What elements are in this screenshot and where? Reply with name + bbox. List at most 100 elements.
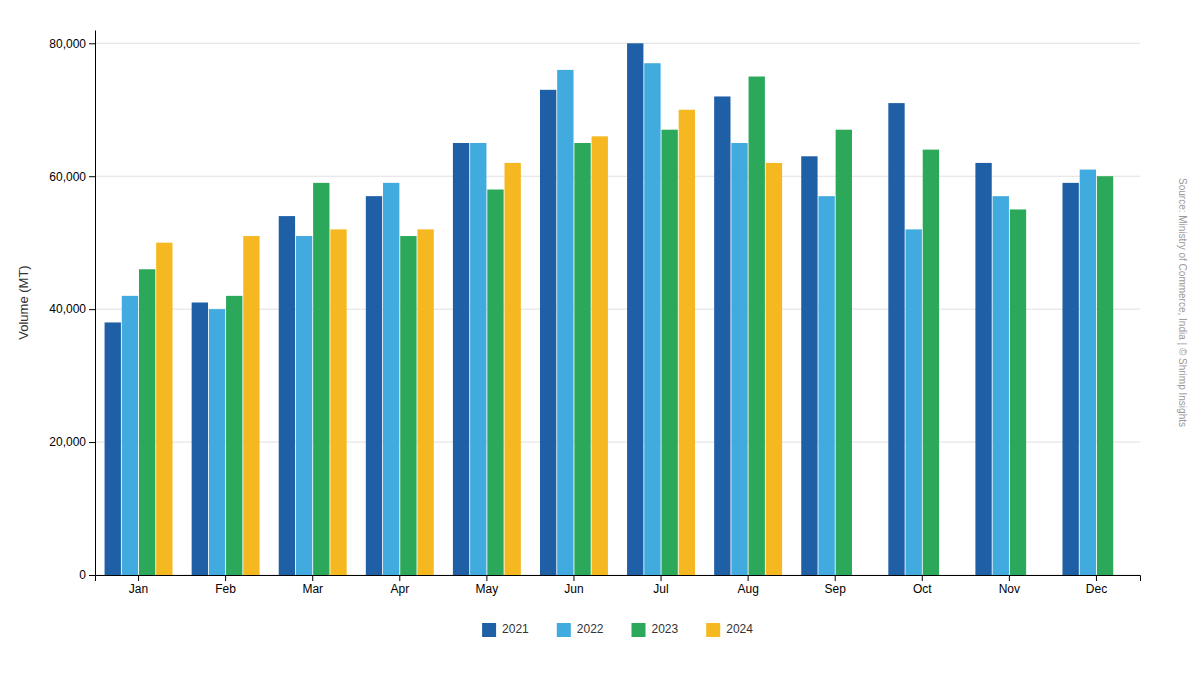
bar [801,156,817,575]
bar [417,229,433,575]
x-tick-mark [399,575,400,581]
bar [279,216,295,575]
bar-series [156,110,782,575]
x-tick: Apr [390,575,409,596]
legend-label: 2023 [652,622,679,636]
bar [192,303,208,576]
bar [923,150,939,575]
x-tick-label: Jun [564,582,583,596]
bar [888,103,904,575]
legend-item: 2024 [706,622,753,637]
bar [505,163,521,575]
y-axis: 0 20,000 40,000 60,000 80,000 [49,31,95,583]
legend-swatch [557,623,571,637]
x-tick-mark [748,575,749,581]
bar [679,110,695,575]
x-tick-label: Mar [302,582,323,596]
x-tick: Nov [999,575,1020,596]
bar [1010,209,1026,575]
legend-swatch [632,623,646,637]
x-tick-label: Dec [1086,582,1107,596]
bar [487,190,503,575]
y-tick-label: 60,000 [49,170,86,184]
legend-swatch [706,623,720,637]
legend-item: 2022 [557,622,604,637]
bar [749,77,765,575]
bar [313,183,329,575]
x-axis: Jan Feb Mar Apr May Jun Jul Aug Sep Oct Nov Dec [96,575,1141,596]
bar [975,163,991,575]
legend-label: 2024 [726,622,753,636]
x-tick-mark [835,575,836,581]
x-tick-mark [661,575,662,581]
y-tick-label: 40,000 [49,302,86,316]
y-tick-label: 0 [79,568,86,582]
legend-label: 2022 [577,622,604,636]
x-tick-label: Sep [825,582,847,596]
bar [209,309,225,575]
x-tick-label: Nov [999,582,1020,596]
y-tick-label: 80,000 [49,37,86,51]
bar [557,70,573,575]
legend-item: 2023 [632,622,679,637]
x-tick-mark [1096,575,1097,581]
bar-series [122,63,1096,575]
bar [243,236,259,575]
x-tick: Jul [653,575,668,596]
bar [400,236,416,575]
bar [540,90,556,575]
legend-label: 2021 [502,622,529,636]
x-tick: May [476,575,499,596]
x-tick: Jan [129,575,148,596]
y-tick: 20,000 [49,435,95,449]
y-tick-mark [89,442,95,443]
legend-item: 2021 [482,622,529,637]
y-tick: 0 [79,568,95,582]
x-tick-mark [312,575,313,581]
x-tick-label: Apr [390,582,409,596]
bar [226,296,242,575]
x-tick: Mar [302,575,323,596]
bar [1097,176,1113,575]
x-tick: Aug [737,575,758,596]
x-tick-label: May [476,582,499,596]
bar-series [105,43,1079,575]
y-tick: 80,000 [49,37,95,51]
x-tick: Sep [825,575,847,596]
bar [156,243,172,575]
x-tick: Oct [913,575,932,596]
bar [714,96,730,575]
bar [766,163,782,575]
x-axis-line [96,576,1141,582]
bar [1080,170,1096,575]
grid [95,43,1140,575]
bar [470,143,486,575]
bar [661,130,677,575]
y-tick-mark [89,575,95,576]
bar [383,183,399,575]
bar [574,143,590,575]
y-tick-mark [89,176,95,177]
bar [122,296,138,575]
bars [105,43,1114,575]
bar [993,196,1009,575]
x-tick-label: Jan [129,582,148,596]
x-tick: Feb [215,575,236,596]
bar [836,130,852,575]
legend: 2021 2022 2023 2024 [482,622,753,637]
x-tick-label: Oct [913,582,932,596]
x-tick-mark [225,575,226,581]
legend-swatch [482,623,496,637]
x-tick-mark [922,575,923,581]
x-tick-label: Feb [215,582,236,596]
bar [592,136,608,575]
bar [818,196,834,575]
x-tick-mark [486,575,487,581]
x-tick: Jun [564,575,583,596]
bar [453,143,469,575]
y-tick: 40,000 [49,302,95,316]
bar [1062,183,1078,575]
bar [105,322,121,575]
bar [906,229,922,575]
bar [366,196,382,575]
